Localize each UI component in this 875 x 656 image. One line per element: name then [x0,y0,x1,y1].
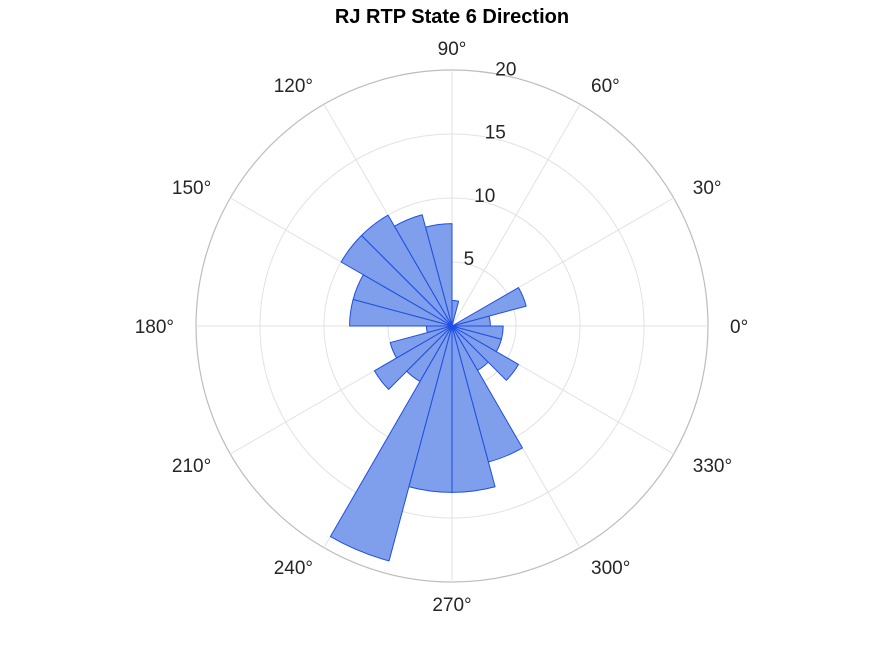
angular-gridline [451,104,581,327]
angle-tick-label: 180° [135,317,174,338]
histogram-bar [451,299,460,327]
histogram-bar [349,298,453,327]
angle-tick-label: 90° [438,39,467,60]
histogram-bar [451,287,527,327]
histogram-bar [451,325,523,463]
radial-tick-label: 20 [495,60,516,81]
angle-tick-label: 0° [730,317,748,338]
axis-labels: 0° 30° 60° 90° 120° 150° 180° 210° 240° 270° 300° 3… [135,39,748,616]
angle-tick-label: 150° [172,178,211,199]
angle-tick-label: 60° [591,76,620,97]
angle-tick-label: 210° [172,456,211,477]
histogram-bar [451,325,520,381]
angle-tick-label: 240° [274,558,313,579]
angle-tick-label: 270° [432,595,471,616]
radial-tick-label: 10 [474,186,495,207]
histogram-bar [329,325,453,562]
angle-tick-label: 330° [693,456,732,477]
angle-tick-label: 30° [693,178,722,199]
histogram-bar [451,325,504,340]
angle-tick-label: 120° [274,76,313,97]
histogram-bars [329,214,527,562]
radial-tick-label: 5 [464,249,475,270]
histogram-bar [340,234,453,327]
histogram-bar [373,325,453,390]
radial-tick-label: 15 [485,123,506,144]
chart-title: RJ RTP State 6 Direction [334,6,570,28]
angle-tick-label: 300° [591,558,630,579]
